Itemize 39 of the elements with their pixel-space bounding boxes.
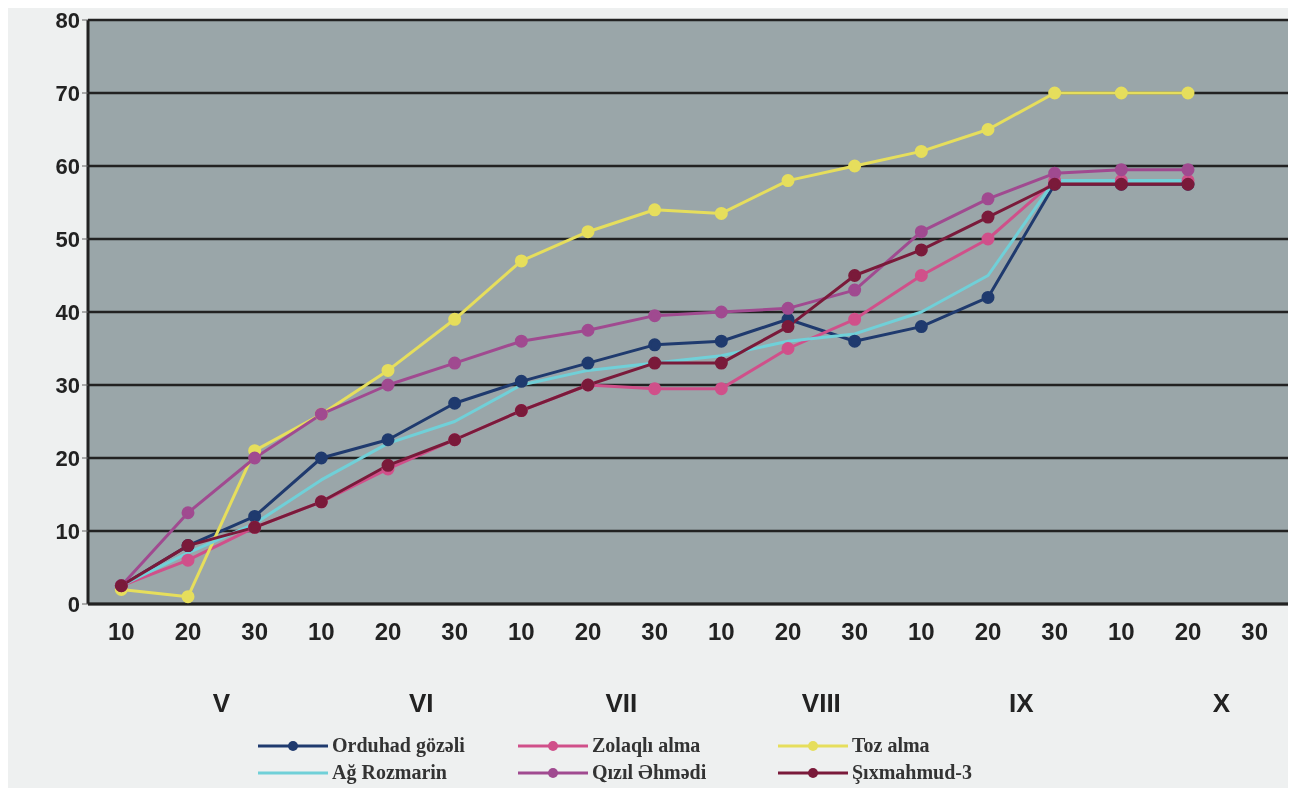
text: VI bbox=[409, 688, 434, 718]
legend-label: Şıxmahmud-3 bbox=[852, 761, 973, 784]
x-tick-label: 10 bbox=[907, 618, 935, 645]
x-tick-label: 20 bbox=[574, 618, 602, 645]
text: V bbox=[212, 688, 231, 718]
legend-label: Toz alma bbox=[852, 734, 930, 757]
x-tick-label: 30 bbox=[241, 618, 269, 645]
y-tick-label: 0 bbox=[67, 591, 80, 617]
x-tick-label: 30 bbox=[1041, 618, 1069, 645]
y-tick-label: 60 bbox=[55, 153, 80, 179]
y-tick-label: 50 bbox=[55, 226, 80, 252]
x-tick-label: 10 bbox=[507, 618, 535, 645]
x-tick-label: 20 bbox=[774, 618, 802, 645]
x-tick-label: 30 bbox=[1241, 618, 1269, 645]
text: X bbox=[1212, 688, 1231, 718]
y-tick-label: 20 bbox=[55, 445, 80, 471]
legend-label: Orduhad gözəli bbox=[332, 734, 465, 757]
x-tick-label: 30 bbox=[641, 618, 669, 645]
x-tick-label: 10 bbox=[1107, 618, 1135, 645]
x-tick-label: 20 bbox=[1174, 618, 1202, 645]
x-tick-label: 30 bbox=[841, 618, 869, 645]
x-tick-label: 10 bbox=[707, 618, 735, 645]
x-tick-label: 10 bbox=[107, 618, 135, 645]
text: VII bbox=[605, 688, 638, 718]
x-tick-label: 20 bbox=[374, 618, 402, 645]
legend-label: Qızıl Əhmədi bbox=[592, 761, 707, 784]
y-tick-label: 40 bbox=[55, 299, 80, 325]
text: IX bbox=[1009, 688, 1035, 718]
legend-label: Ağ Rozmarin bbox=[332, 761, 447, 784]
x-tick-label: 10 bbox=[307, 618, 335, 645]
y-tick-label: 70 bbox=[55, 80, 80, 106]
y-tick-label: 30 bbox=[55, 372, 80, 398]
x-tick-label: 30 bbox=[441, 618, 469, 645]
text: VIII bbox=[801, 688, 841, 718]
y-tick-label: 10 bbox=[55, 518, 80, 544]
legend-label: Zolaqlı alma bbox=[592, 734, 701, 757]
y-tick-label: 80 bbox=[55, 7, 80, 33]
x-tick-label: 20 bbox=[174, 618, 202, 645]
x-tick-label: 20 bbox=[974, 618, 1002, 645]
